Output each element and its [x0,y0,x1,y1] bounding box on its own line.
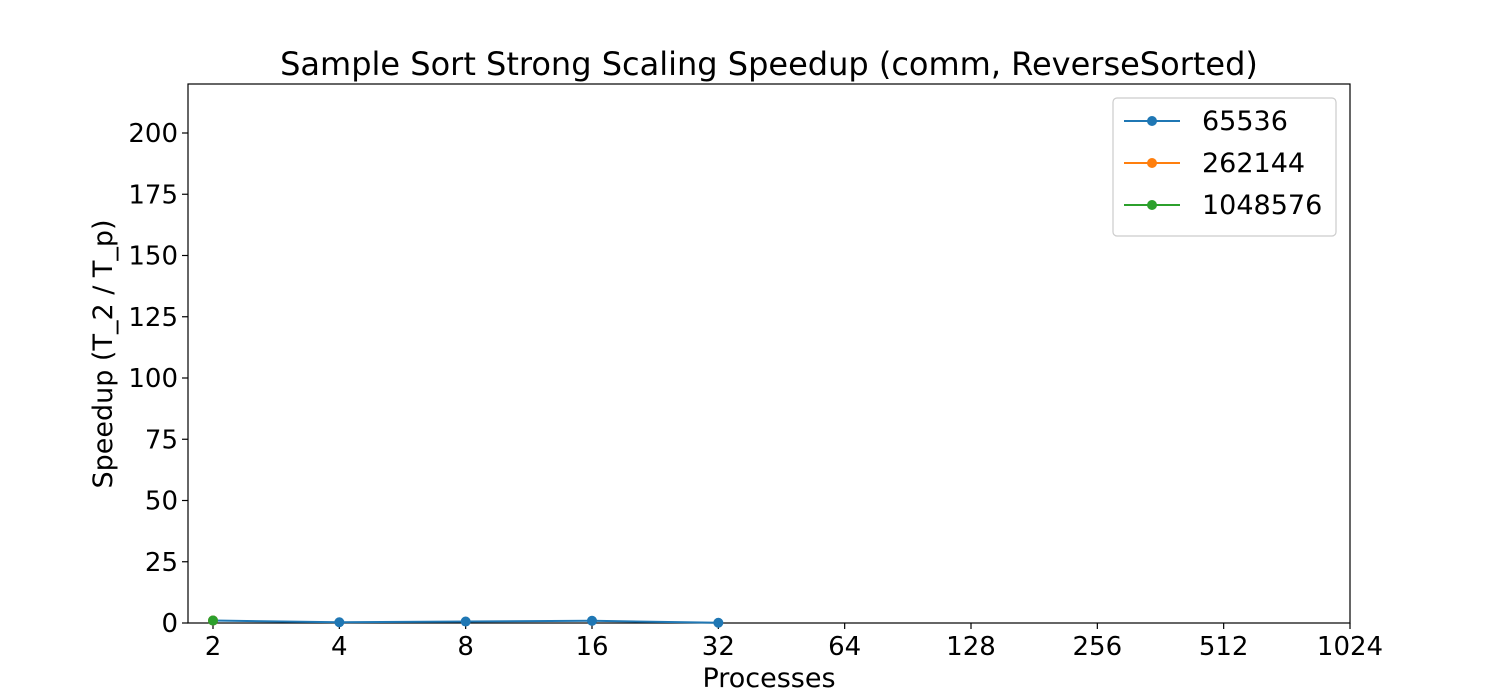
data-point-65536 [587,615,597,626]
legend-marker-1048576 [1147,200,1157,210]
plot-frame [187,83,1351,624]
legend: 65536 262144 1048576 [1112,97,1337,237]
x-tick-label: 4 [331,632,348,662]
y-tick-label: 150 [128,242,178,272]
legend-marker-65536 [1147,116,1157,126]
chart-title: Sample Sort Strong Scaling Speedup (comm… [280,45,1258,83]
y-tick-label: 175 [128,180,178,210]
x-tick-label: 1024 [1317,632,1383,662]
y-tick-label: 50 [145,487,178,517]
data-point-1048576 [208,615,218,626]
data-point-65536 [460,616,471,627]
legend-label-1048576: 1048576 [1202,190,1322,221]
y-tick-label: 75 [145,425,178,455]
x-tick-label: 128 [946,632,996,662]
data-point-65536 [713,617,724,628]
x-tick-label: 512 [1199,632,1249,662]
legend-label-262144: 262144 [1202,148,1305,179]
plot-area: 2 4 8 16 32 64 128 256 512 1024 0 25 50 75 100 125 150 17… [128,83,1383,662]
x-tick-label: 256 [1073,632,1123,662]
x-tick-label: 64 [828,632,861,662]
legend-marker-262144 [1147,158,1157,168]
x-tick-label: 8 [457,632,474,662]
y-tick-label: 0 [161,609,178,639]
y-tick-label: 200 [128,119,178,149]
x-tick-label: 16 [575,632,608,662]
y-tick-label: 100 [128,364,178,394]
y-tick-label: 25 [145,548,178,578]
y-axis-label: Speedup (T_2 / T_p) [88,219,119,488]
x-axis-label: Processes [702,663,835,694]
legend-label-65536: 65536 [1202,106,1288,137]
y-tick-label: 125 [128,303,178,333]
x-tick-label: 32 [702,632,735,662]
data-point-65536 [334,617,345,628]
legend-box [1112,97,1337,237]
x-tick-label: 2 [205,632,222,662]
